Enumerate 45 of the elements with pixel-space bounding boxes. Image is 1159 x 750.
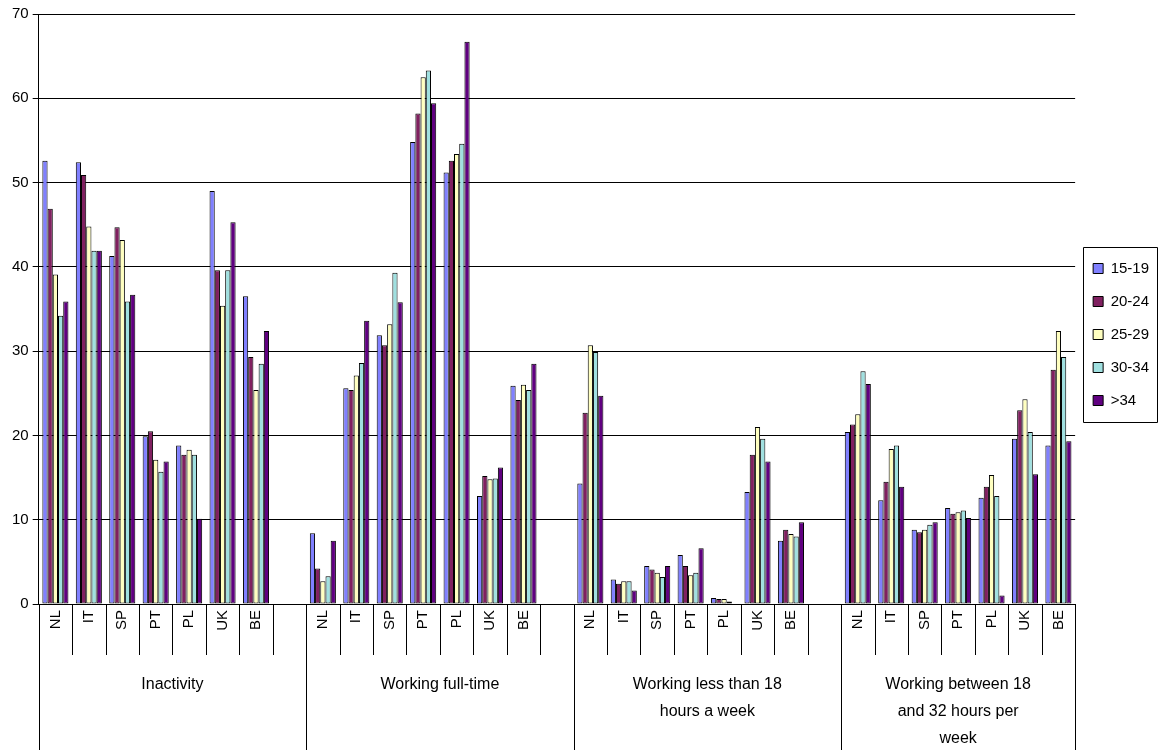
x-tick-label: PT — [413, 610, 431, 630]
x-tick-label: UK — [212, 610, 230, 631]
x-tick-label: UK — [747, 610, 765, 631]
x-tick-label: IT — [613, 610, 631, 624]
text: Inactivity — [141, 675, 204, 693]
x-tick-label: BE — [781, 610, 799, 631]
text: Working between 18 and 32 hours per week — [885, 675, 1031, 747]
x-tick-label: PT — [948, 610, 966, 630]
legend-label: 30-34 — [1110, 357, 1150, 375]
x-tick-label: SP — [379, 610, 397, 631]
y-tick-label: 50 — [12, 172, 29, 190]
x-tick-label: BE — [1048, 610, 1066, 631]
x-tick-label: IT — [346, 610, 364, 624]
x-tick-label: SP — [647, 610, 665, 631]
legend-label: 25-29 — [1110, 324, 1150, 342]
text: Working full-time — [380, 675, 500, 693]
y-tick-label: 70 — [12, 4, 29, 22]
x-tick-label: NL — [313, 610, 331, 630]
legend-label: 15-19 — [1110, 258, 1150, 276]
x-tick-label: IT — [881, 610, 899, 624]
x-tick-label: SP — [914, 610, 932, 631]
y-tick-label: 0 — [20, 594, 29, 612]
legend-label: 20-24 — [1110, 291, 1150, 309]
x-tick-label: BE — [513, 610, 531, 631]
legend-label: >34 — [1110, 390, 1137, 408]
y-tick-label: 40 — [12, 257, 29, 274]
x-tick-label: UK — [480, 610, 498, 631]
y-tick-label: 30 — [12, 341, 29, 359]
y-tick-label: 20 — [12, 425, 29, 443]
y-tick-label: 60 — [12, 88, 29, 106]
text: Working less than 18 hours a week — [632, 675, 783, 720]
x-tick-label: BE — [246, 610, 264, 631]
x-tick-label: SP — [112, 610, 130, 631]
y-tick-label: 10 — [12, 509, 29, 527]
x-tick-label: UK — [1015, 610, 1033, 631]
x-tick-label: NL — [45, 610, 63, 630]
x-tick-label: IT — [78, 610, 96, 624]
x-tick-label: PT — [680, 610, 698, 630]
x-tick-label: PL — [446, 610, 464, 629]
x-tick-label: NL — [847, 610, 865, 630]
x-tick-label: PL — [981, 610, 999, 629]
x-tick-label: PT — [145, 610, 163, 630]
x-tick-label: PL — [179, 610, 197, 629]
x-tick-label: PL — [714, 610, 732, 629]
x-tick-label: NL — [580, 610, 598, 630]
